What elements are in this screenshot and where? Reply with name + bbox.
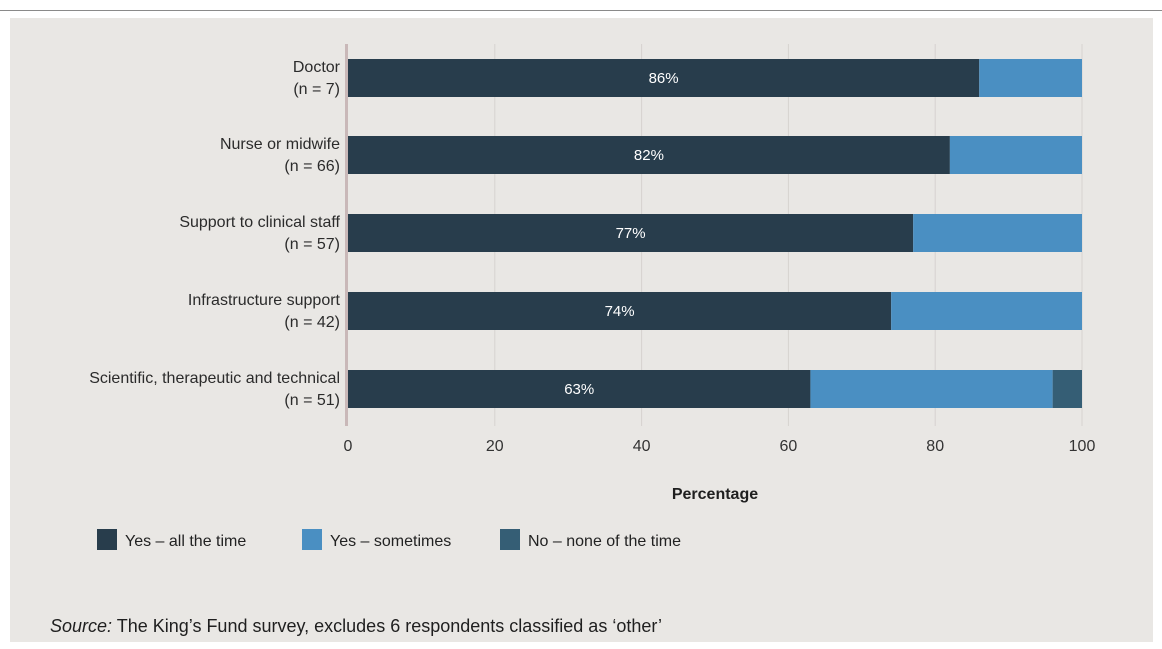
bar-value-label: 77%: [616, 225, 646, 242]
legend: Yes – all the time Yes – sometimes No – no…: [97, 529, 681, 550]
category-labels: Doctor (n = 7) Nurse or midwife (n = 66) Sup…: [89, 59, 340, 409]
source-text: The King’s Fund survey, excludes 6 respo…: [112, 616, 663, 636]
category-label: (n = 42): [284, 314, 340, 331]
bar-value-label: 63%: [564, 381, 594, 398]
x-tick-label: 100: [1069, 438, 1096, 455]
y-axis: [345, 44, 348, 426]
bar-segment: [979, 59, 1082, 97]
legend-swatch: [302, 529, 322, 550]
category-label: Nurse or midwife: [220, 136, 340, 153]
bar-segment: [348, 59, 980, 97]
bar-value-label: 74%: [605, 303, 635, 320]
legend-label: Yes – sometimes: [330, 533, 451, 550]
legend-swatch: [97, 529, 117, 550]
category-label: (n = 57): [284, 236, 340, 253]
bar-segment: [810, 370, 1053, 408]
source-note: Source: The King’s Fund survey, excludes…: [50, 616, 662, 637]
legend-swatch: [500, 529, 520, 550]
stacked-bar-chart: 86% 82% 77% 74% 63% Doctor (n = 7) Nurse or mi…: [89, 44, 1096, 550]
y-axis-line: [345, 44, 348, 426]
category-label: (n = 66): [284, 158, 340, 175]
bar-segment: [348, 136, 950, 174]
category-label: Infrastructure support: [188, 292, 341, 309]
bar-segment: [348, 370, 811, 408]
legend-label: Yes – all the time: [125, 533, 246, 550]
bar-segment: [891, 292, 1082, 330]
bar-value-label: 86%: [649, 70, 679, 87]
bar-segment: [348, 292, 892, 330]
category-label: (n = 7): [293, 81, 340, 98]
x-tick-label: 40: [633, 438, 651, 455]
x-tick-labels: 0 20 40 60 80 100: [344, 438, 1096, 455]
top-rule: [0, 10, 1162, 11]
x-tick-label: 0: [344, 438, 353, 455]
x-tick-label: 20: [486, 438, 504, 455]
bar-segment: [348, 214, 914, 252]
chart-panel: 86% 82% 77% 74% 63% Doctor (n = 7) Nurse or mi…: [10, 18, 1153, 642]
legend-label: No – none of the time: [528, 533, 681, 550]
category-label: Doctor: [293, 59, 341, 76]
bar-segment: [913, 214, 1082, 252]
bar-segment: [949, 136, 1082, 174]
bar-segment: [1052, 370, 1082, 408]
bar-value-label: 82%: [634, 147, 664, 164]
x-tick-label: 60: [780, 438, 798, 455]
category-label: (n = 51): [284, 392, 340, 409]
x-axis-title: Percentage: [672, 486, 758, 503]
source-prefix: Source:: [50, 616, 113, 636]
x-tick-label: 80: [926, 438, 944, 455]
category-label: Support to clinical staff: [179, 214, 340, 231]
category-label: Scientific, therapeutic and technical: [89, 370, 340, 387]
bars: 86% 82% 77% 74% 63%: [348, 59, 1082, 408]
